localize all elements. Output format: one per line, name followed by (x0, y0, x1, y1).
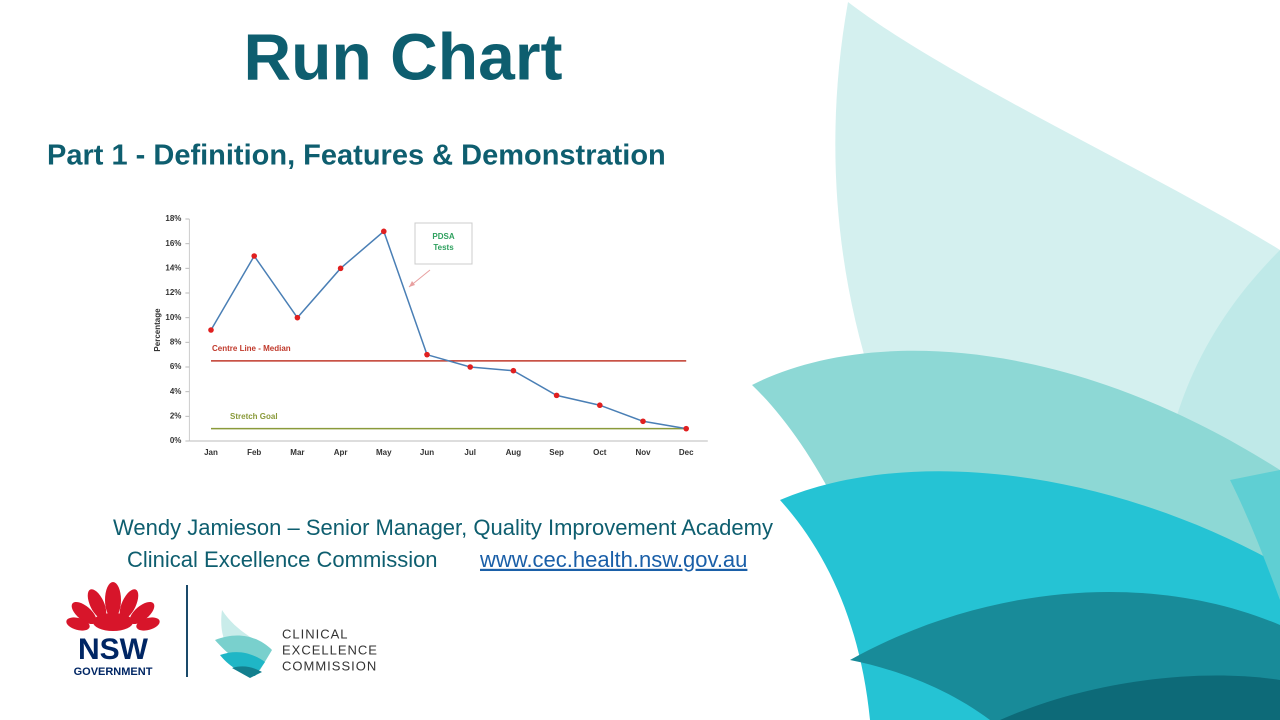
x-tick-label: Feb (247, 448, 261, 457)
data-point (640, 418, 646, 425)
reference-label: Stretch Goal (230, 412, 278, 421)
x-tick-label: Oct (593, 448, 607, 457)
y-tick-label: 2% (170, 411, 182, 420)
nsw-logo: NSW GOVERNMENT (66, 582, 160, 678)
x-tick-label: Sep (549, 448, 564, 457)
x-tick-label: Jun (420, 448, 434, 457)
data-point (424, 351, 430, 358)
reference-label: Centre Line - Median (212, 344, 291, 353)
x-tick-label: Aug (506, 448, 522, 457)
cec-logo-text: CLINICAL (282, 626, 349, 641)
data-point (381, 228, 387, 235)
y-tick-label: 14% (165, 263, 181, 272)
data-point (294, 314, 301, 321)
organisation: Clinical Excellence Commission (127, 547, 438, 572)
nsw-logo-text: NSW (78, 633, 149, 666)
data-point (208, 327, 214, 333)
x-tick-label: Mar (290, 448, 304, 457)
data-point (467, 364, 474, 370)
cec-logo: CLINICAL EXCELLENCE COMMISSION (215, 610, 378, 678)
x-tick-label: Nov (635, 448, 651, 457)
data-point (337, 265, 344, 272)
x-tick-label: Apr (334, 448, 348, 457)
cec-logo-text: COMMISSION (282, 658, 377, 673)
y-tick-label: 16% (165, 239, 181, 248)
annotation-box (414, 222, 473, 265)
x-tick-label: Jan (204, 448, 218, 457)
data-point (251, 253, 257, 259)
y-tick-label: 0% (170, 436, 182, 445)
subtitle: Part 1 - Definition, Features & Demonstr… (47, 140, 666, 172)
website-link[interactable]: www.cec.health.nsw.gov.au (479, 547, 747, 572)
presenter: Wendy Jamieson – Senior Manager, Quality… (113, 515, 773, 540)
y-axis-label: Percentage (153, 308, 162, 352)
annotation-text: PDSA Tests (432, 232, 455, 252)
y-tick-label: 6% (170, 362, 182, 371)
x-tick-label: Jul (464, 448, 476, 457)
y-tick-label: 18% (165, 214, 181, 223)
data-point (597, 402, 603, 409)
nsw-logo-subtext: GOVERNMENT (74, 666, 153, 678)
series-line (210, 230, 687, 430)
cec-logo-text: EXCELLENCE (282, 642, 378, 657)
background-shapes (752, 2, 1280, 720)
title: Run Chart (244, 19, 563, 93)
x-tick-label: Dec (679, 448, 694, 457)
data-point (510, 367, 517, 374)
y-tick-label: 10% (165, 313, 181, 322)
y-tick-label: 8% (170, 337, 182, 346)
annotation: PDSA Tests (432, 232, 455, 252)
run-chart: 0% 2% 4% 6% 8% 10% 12% 14% 16% 18% Percentage Jan Fe… (153, 214, 708, 457)
y-tick-label: 4% (170, 387, 182, 396)
data-point (553, 392, 560, 399)
data-point (683, 425, 689, 432)
annotation-arrowhead (409, 281, 415, 287)
y-tick-label: 12% (165, 288, 181, 297)
x-tick-label: May (376, 448, 392, 457)
